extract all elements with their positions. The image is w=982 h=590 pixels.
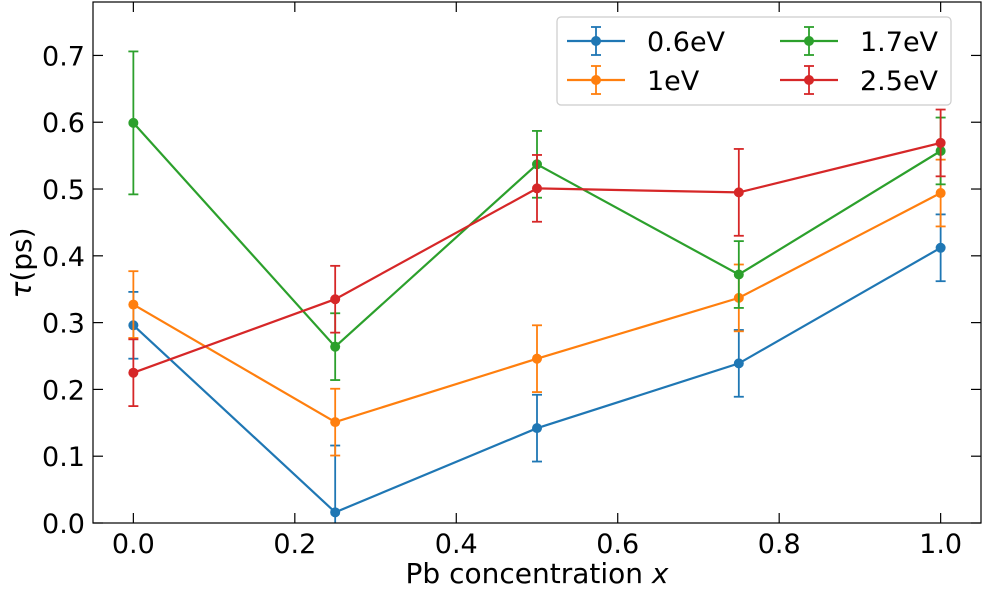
legend-entry-0.6eV: 0.6eV [567, 26, 726, 58]
ticks: 0.0 0.2 0.4 0.6 0.8 1.0 0.0 0.1 0.2 0.3 0.4 0.5 0.6 0… [42, 2, 981, 560]
data-point [733, 269, 744, 280]
y-tick-label: 0.1 [42, 442, 85, 473]
x-tick-label: 0.4 [435, 529, 478, 560]
x-axis-label: Pb concentration x [406, 557, 669, 590]
legend-entry-1eV: 1eV [567, 65, 700, 97]
legend-entries: 0.6eV 1eV 1.7eV 2.5eV [567, 26, 939, 97]
legend-entry-1.7eV: 1.7eV [780, 26, 939, 58]
legend-label: 0.6eV [647, 27, 726, 58]
y-axis-label-symbol: τ [5, 282, 38, 299]
legend-entry-2.5eV: 2.5eV [780, 65, 939, 97]
data-point [128, 367, 139, 378]
data-point [532, 183, 542, 194]
legend-marker [591, 75, 601, 85]
legend-marker [591, 36, 601, 46]
legend-marker [804, 36, 814, 46]
x-tick-label: 1.0 [919, 529, 962, 560]
data-point [128, 117, 139, 128]
y-tick-label: 0.4 [42, 242, 85, 273]
data-point [935, 137, 946, 148]
legend-label: 2.5eV [860, 66, 939, 97]
data-point [330, 417, 341, 428]
y-tick-label: 0.7 [42, 41, 85, 72]
data-point [330, 294, 341, 305]
legend-label: 1.7eV [860, 27, 939, 58]
data-point [330, 507, 341, 518]
data-point [128, 299, 139, 310]
y-tick-label: 0.2 [42, 375, 85, 406]
y-tick-label: 0.3 [42, 309, 85, 340]
data-point [935, 242, 946, 253]
series-2.5eV [128, 108, 946, 408]
data-point [330, 341, 341, 352]
data-point [532, 353, 542, 364]
series-layer [128, 50, 946, 523]
legend-label: 1eV [647, 66, 700, 97]
x-axis-label-text: Pb concentration [406, 557, 652, 590]
legend-marker [804, 75, 814, 85]
x-tick-label: 0.8 [758, 529, 801, 560]
y-axis-label-unit: (ps) [5, 227, 38, 281]
y-axis-label: τ(ps) [5, 227, 38, 298]
legend: 0.6eV 1eV 1.7eV 2.5eV [556, 16, 952, 106]
x-tick-label: 0.0 [112, 529, 155, 560]
x-axis-label-var: x [651, 557, 669, 590]
data-point [532, 423, 542, 434]
data-point [733, 358, 744, 369]
y-tick-label: 0.0 [42, 509, 85, 540]
y-tick-label: 0.6 [42, 108, 85, 139]
x-tick-label: 0.6 [596, 529, 639, 560]
plot-frame [92, 1, 982, 524]
legend-frame [556, 16, 952, 106]
data-point [935, 188, 946, 199]
data-point [733, 187, 744, 198]
y-tick-label: 0.5 [42, 175, 85, 206]
x-tick-label: 0.2 [273, 529, 316, 560]
